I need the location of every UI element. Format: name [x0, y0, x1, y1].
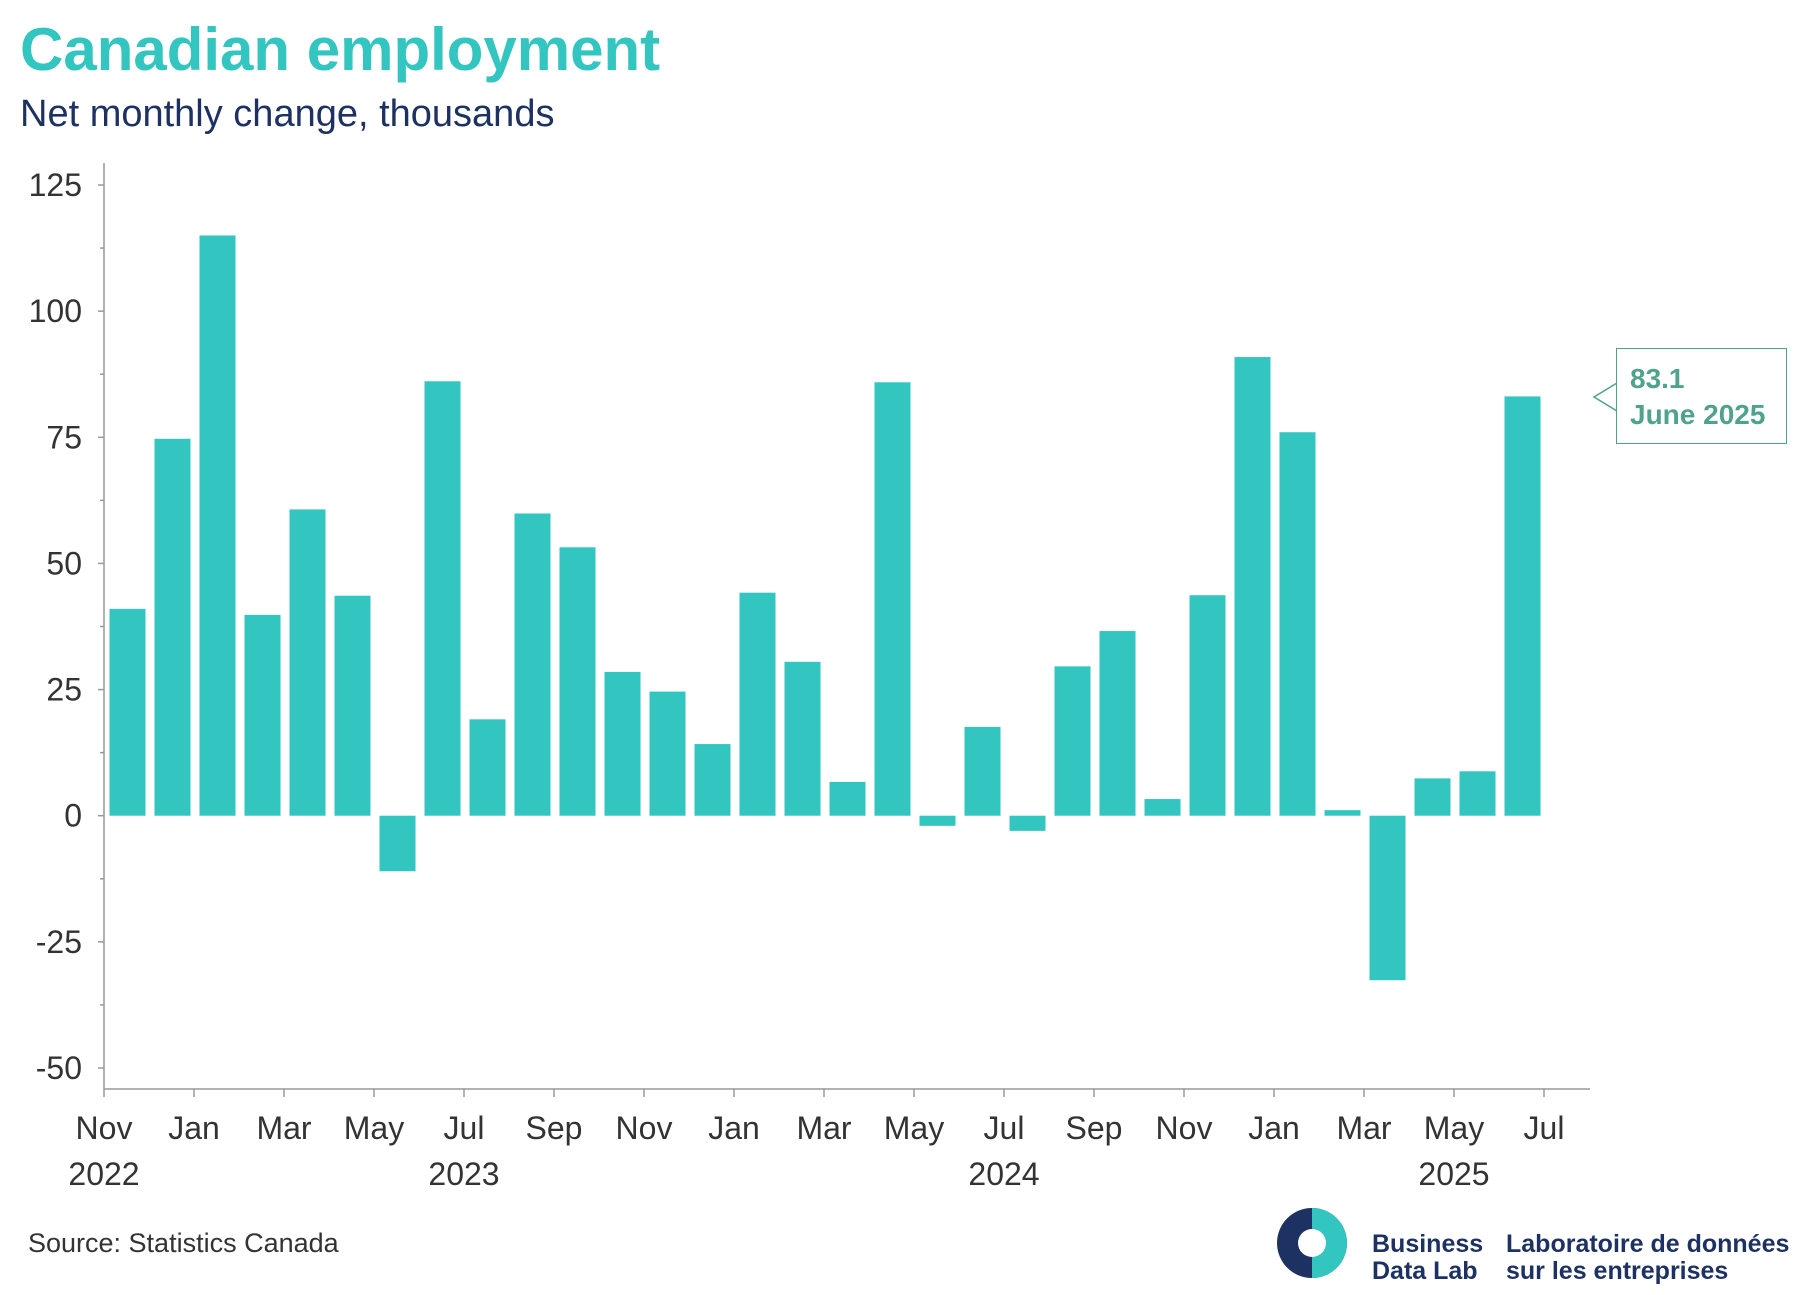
bar — [559, 547, 596, 816]
x-tick-label-month: Sep — [1066, 1110, 1123, 1146]
bar — [1324, 810, 1361, 816]
bar — [514, 513, 551, 816]
bar — [649, 691, 686, 816]
x-tick-label-month: Jul — [1524, 1110, 1565, 1146]
bar — [1504, 396, 1541, 816]
x-tick-label-year: 2022 — [68, 1156, 139, 1192]
x-tick-label-month: Nov — [1156, 1110, 1213, 1146]
y-tick-label: 25 — [46, 672, 82, 708]
brand-en-line2: Data Lab — [1372, 1257, 1478, 1285]
bar — [1054, 666, 1091, 816]
y-axis: -50 -25 0 25 50 75 100 125 — [29, 163, 105, 1089]
x-tick-label-month: May — [1424, 1110, 1484, 1146]
x-tick-label-month: Nov — [616, 1110, 673, 1146]
bar — [424, 381, 461, 816]
bar — [244, 614, 281, 816]
brand-name-fr: Laboratoire de données sur les entrepris… — [1506, 1231, 1789, 1285]
y-tick-label: -25 — [36, 924, 82, 960]
brand-name-en: Business Data Lab — [1372, 1231, 1483, 1285]
x-tick-label-month: Jan — [708, 1110, 760, 1146]
brand-fr-line2: sur les entreprises — [1506, 1257, 1729, 1285]
bar — [1459, 771, 1496, 816]
bar — [829, 781, 866, 816]
bar — [1009, 815, 1046, 831]
bar — [1234, 357, 1271, 816]
x-tick-label-month: Jul — [984, 1110, 1025, 1146]
bar — [1099, 631, 1136, 816]
annotation-date: June 2025 — [1630, 399, 1766, 430]
bar — [334, 595, 371, 816]
bar — [1144, 799, 1181, 816]
bar — [874, 382, 911, 816]
x-tick-label-month: Nov — [76, 1110, 133, 1146]
annotation-value: 83.1 — [1630, 363, 1685, 394]
y-tick-label: 75 — [46, 419, 82, 455]
bar — [1279, 432, 1316, 816]
annotation-pointer — [1592, 381, 1618, 413]
x-tick-label-month: Mar — [796, 1110, 851, 1146]
x-tick-label-month: Jan — [168, 1110, 220, 1146]
bar — [199, 235, 236, 816]
brand-fr-line1: Laboratoire de données — [1506, 1230, 1790, 1258]
brand-en-line1: Business — [1372, 1230, 1484, 1258]
y-tick-label: 0 — [64, 798, 82, 834]
chart-title: Canadian employment — [20, 16, 661, 83]
bar — [469, 719, 506, 816]
x-tick-label-month: Jan — [1248, 1110, 1300, 1146]
bars — [109, 235, 1541, 981]
business-data-lab-logo — [1277, 1208, 1347, 1278]
bar — [1414, 778, 1451, 816]
bar — [964, 726, 1001, 816]
x-tick-label-year: 2023 — [428, 1156, 499, 1192]
bar — [289, 509, 326, 816]
bar — [379, 815, 416, 872]
y-tick-label: 50 — [46, 545, 82, 581]
source-note: Source: Statistics Canada — [28, 1228, 339, 1258]
x-tick-label-month: May — [884, 1110, 944, 1146]
annotation-callout: 83.1 June 2025 — [1616, 348, 1787, 444]
chart-subtitle: Net monthly change, thousands — [20, 93, 555, 135]
bar — [604, 671, 641, 816]
x-tick-label-month: Sep — [526, 1110, 583, 1146]
y-tick-label: -50 — [36, 1050, 82, 1086]
x-tick-label-year: 2025 — [1418, 1156, 1489, 1192]
bar — [919, 815, 956, 826]
x-tick-label-year: 2024 — [968, 1156, 1039, 1192]
bar — [694, 744, 731, 816]
bar — [784, 661, 821, 816]
y-tick-label: 125 — [29, 167, 82, 203]
bar — [739, 592, 776, 816]
x-tick-label-month: May — [344, 1110, 404, 1146]
x-axis: Nov 2022 Jan Mar May Jul 2023 Sep Nov Jan Mar May Ju… — [68, 1088, 1590, 1192]
x-tick-label-month: Mar — [256, 1110, 311, 1146]
y-tick-label: 100 — [29, 293, 82, 329]
bar — [1189, 595, 1226, 816]
x-tick-label-month: Jul — [444, 1110, 485, 1146]
bar — [1369, 815, 1406, 981]
bar — [109, 608, 146, 816]
x-tick-label-month: Mar — [1336, 1110, 1391, 1146]
bar — [154, 438, 191, 816]
